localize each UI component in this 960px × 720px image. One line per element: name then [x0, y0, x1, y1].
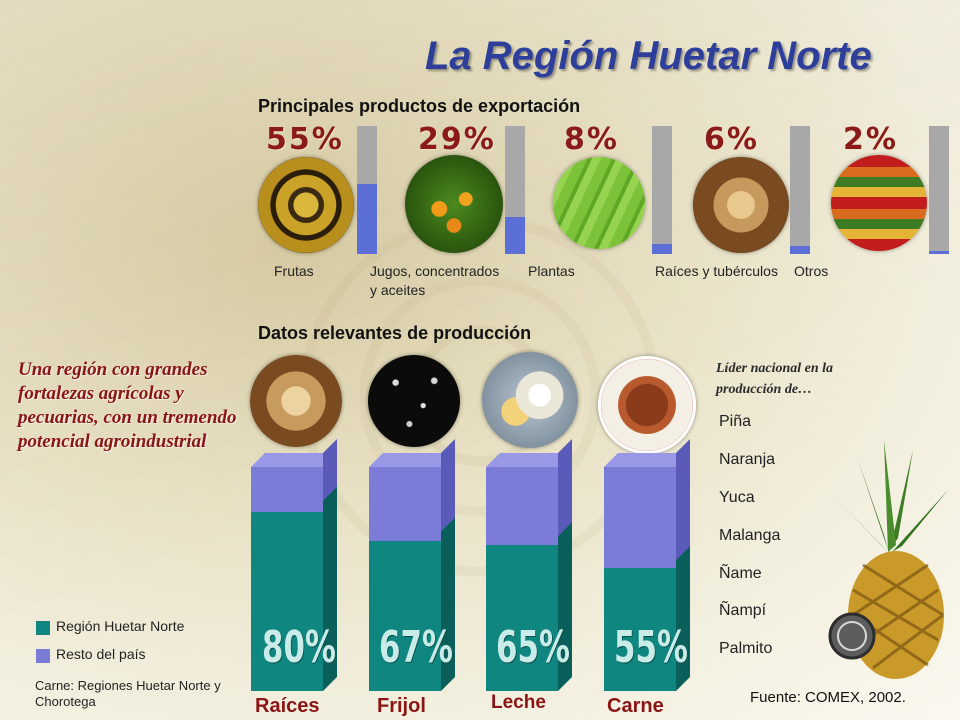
column-pct-carne: 55%: [614, 622, 688, 673]
meat-plate-photo: [598, 356, 696, 454]
column-label-raices: Raíces: [255, 695, 320, 717]
dairy-photo: [482, 352, 578, 448]
pineapple-illustration: [828, 440, 948, 679]
bananas-photo: [258, 157, 354, 253]
column-rest-segment: [604, 467, 676, 568]
export-label-frutas: Frutas: [274, 263, 314, 279]
column-label-carne: Carne: [607, 695, 664, 717]
production-column-leche: [486, 439, 572, 691]
column-pct-frijol: 67%: [379, 622, 453, 673]
legend-swatch-region: [36, 621, 50, 635]
export-label-otros: Otros: [794, 263, 829, 279]
region-description: Una región con grandes fortalezas agríco…: [18, 359, 237, 452]
legend-label-region: Región Huetar Norte: [56, 618, 185, 634]
leader-item: Yuca: [719, 489, 755, 506]
leader-item: Ñampí: [719, 602, 767, 619]
source-citation: Fuente: COMEX, 2002.: [750, 689, 906, 706]
production-column-carne: [604, 439, 690, 691]
column-label-leche: Leche: [491, 692, 546, 713]
legend-label-rest: Resto del país: [56, 646, 146, 662]
column-region-segment: [604, 567, 676, 691]
export-bar-fill: [505, 216, 525, 254]
footnote: Carne: Regiones Huetar Norte y Chorotega: [35, 678, 221, 709]
plant-leaves-photo: [553, 157, 645, 249]
leader-heading: Líder nacional en la producción de…: [716, 361, 834, 397]
oranges-photo: [405, 155, 503, 253]
export-pct-jugos: 29%: [418, 122, 496, 157]
export-pct-raices: 6%: [704, 122, 759, 157]
production-heading: Datos relevantes de producción: [258, 323, 532, 343]
export-bar-raices: [790, 126, 810, 254]
leader-item: Malanga: [719, 527, 781, 544]
produce-stand-photo: [831, 155, 927, 251]
production-column-raices: [251, 439, 337, 691]
column-rest-segment: [251, 467, 323, 512]
export-pct-frutas: 55%: [266, 122, 344, 157]
column-label-frijol: Frijol: [377, 695, 426, 717]
pineapple-crown: [833, 440, 948, 552]
leader-item: Piña: [719, 413, 752, 430]
leader-item: Palmito: [719, 640, 773, 657]
column-rest-segment: [369, 467, 441, 541]
export-pct-plantas: 8%: [564, 122, 619, 157]
export-bar-fill: [357, 183, 377, 254]
roots-photo: [693, 157, 789, 253]
export-bar-frutas: [357, 126, 377, 254]
export-bar-jugos: [505, 126, 525, 254]
production-column-frijol: [369, 439, 455, 691]
column-region-segment: [486, 545, 558, 691]
column-pct-raices: 80%: [262, 622, 336, 673]
black-beans-photo: [368, 355, 460, 447]
leader-item: Ñame: [719, 565, 762, 582]
export-bar-fill: [790, 246, 810, 254]
column-region-segment: [251, 511, 323, 691]
legend-swatch-rest: [36, 649, 50, 663]
page-title: La Región Huetar Norte: [425, 34, 872, 78]
exports-heading: Principales productos de exportación: [258, 96, 581, 116]
roots-photo: [250, 355, 342, 447]
column-region-segment: [369, 540, 441, 691]
leader-item: Naranja: [719, 451, 776, 468]
export-label-raices: Raíces y tubérculos: [655, 263, 778, 279]
seal-badge: [828, 612, 876, 660]
export-bar-plantas: [652, 126, 672, 254]
export-label-plantas: Plantas: [528, 263, 575, 279]
export-label-jugos: Jugos, concentrados y aceites: [370, 263, 500, 298]
column-pct-leche: 65%: [496, 622, 570, 673]
export-bar-fill: [652, 243, 672, 254]
column-rest-segment: [486, 467, 558, 546]
export-pct-otros: 2%: [843, 122, 898, 157]
export-bar-otros: [929, 126, 949, 254]
export-bar-fill: [929, 251, 949, 254]
